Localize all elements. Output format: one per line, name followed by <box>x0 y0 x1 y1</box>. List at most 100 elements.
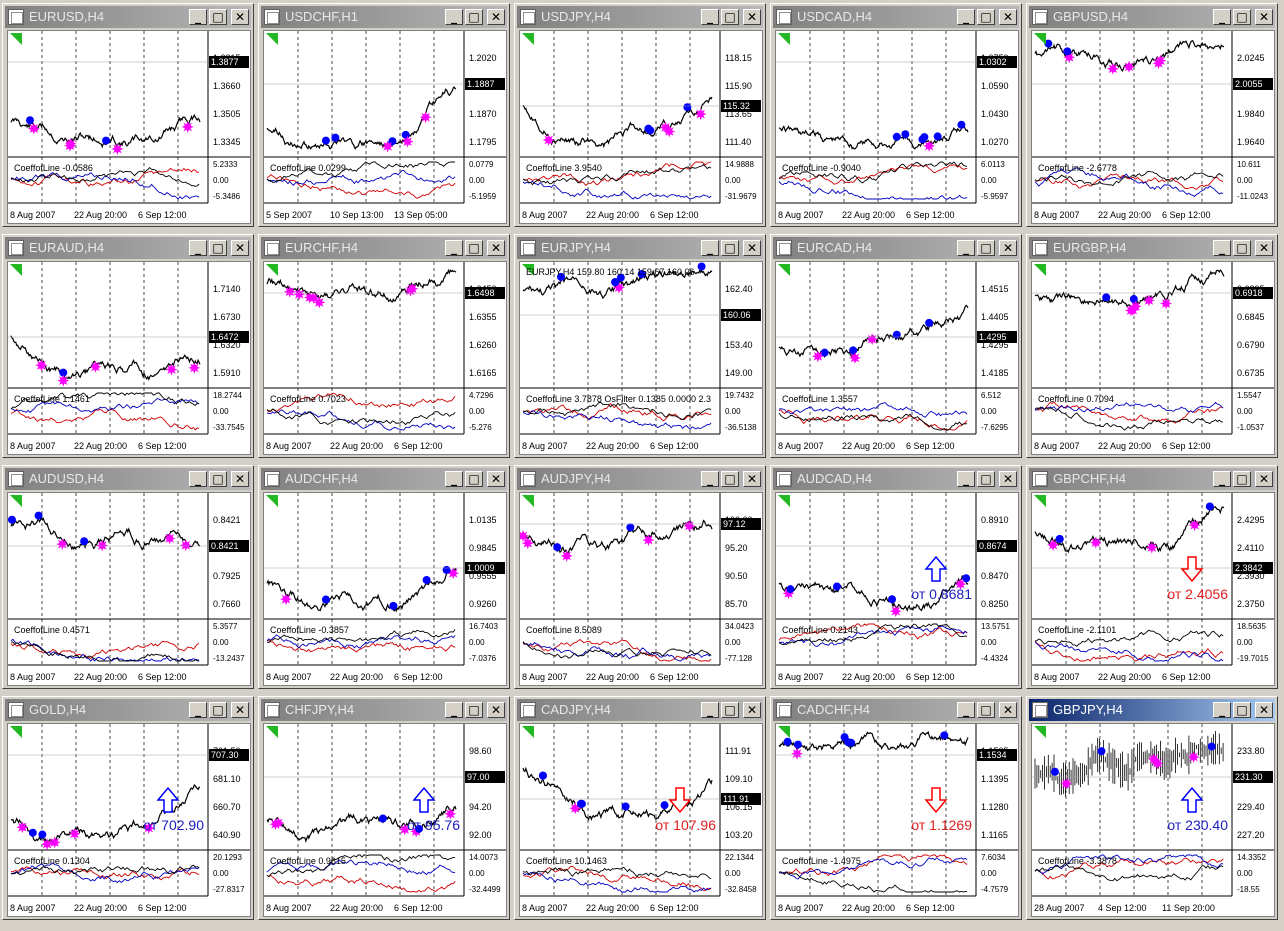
chart-window-eurusd[interactable]: EURUSD,H4_□✕1.38151.36601.35051.33451.38… <box>2 3 254 227</box>
maximize-button[interactable]: □ <box>465 702 483 718</box>
chart-window-euraud[interactable]: EURAUD,H4 _ □ ✕ 1.7140 1.6730 1.6320 1.5910 1.64… <box>2 234 254 458</box>
chart-area[interactable]: 701.50681.10660.70640.90707.30CoeffofLin… <box>7 723 251 917</box>
chart-window-gbpchf[interactable]: GBPCHF,H4 _ □ ✕ 2.4295 2.4110 2.3930 2.3750 2.38… <box>1026 465 1278 689</box>
maximize-button[interactable]: □ <box>721 702 739 718</box>
chart-window-audusd[interactable]: AUDUSD,H4_□✕0.84210.81950.79250.76600.84… <box>2 465 254 689</box>
maximize-button[interactable]: □ <box>721 471 739 487</box>
window-titlebar[interactable]: USDCHF,H1 _ □ ✕ <box>261 6 507 28</box>
maximize-button[interactable]: □ <box>977 702 995 718</box>
chart-area[interactable]: 162.40157.90153.40149.00160.06CoeffofLin… <box>519 261 763 455</box>
close-button[interactable]: ✕ <box>231 240 249 256</box>
maximize-button[interactable]: □ <box>721 9 739 25</box>
minimize-button[interactable]: _ <box>445 471 463 487</box>
window-titlebar[interactable]: EURAUD,H4 _ □ ✕ <box>5 237 251 259</box>
chart-window-audchf[interactable]: AUDCHF,H4 _ □ ✕ 1.0135 0.9845 0.9555 0.9260 1.00… <box>258 465 510 689</box>
window-titlebar[interactable]: GBPJPY,H4 _ □ ✕ <box>1029 699 1275 721</box>
chart-area[interactable]: 0.89100.86740.84700.82500.8674CoeffofLin… <box>775 492 1019 686</box>
chart-window-gold[interactable]: GOLD,H4_□✕701.50681.10660.70640.90707.30… <box>2 696 254 920</box>
chart-area[interactable]: 118.15 115.90 113.65 111.40 115.32 CoeffofLin… <box>519 30 763 224</box>
chart-window-gbpusd[interactable]: GBPUSD,H4_□✕2.02452.00551.98401.96402.00… <box>1026 3 1278 227</box>
chart-area[interactable]: 1.38151.36601.35051.33451.3877CoeffofLin… <box>7 30 251 224</box>
maximize-button[interactable]: □ <box>1233 9 1251 25</box>
chart-area[interactable]: 1.4515 1.4405 1.4295 1.4185 1.4295 CoeffofLin… <box>775 261 1019 455</box>
window-titlebar[interactable]: EURCAD,H4 _ □ ✕ <box>773 237 1019 259</box>
window-titlebar[interactable]: EURUSD,H4 _ □ ✕ <box>5 6 251 28</box>
close-button[interactable]: ✕ <box>231 702 249 718</box>
maximize-button[interactable]: □ <box>465 471 483 487</box>
chart-window-eurjpy[interactable]: EURJPY,H4_□✕162.40157.90153.40149.00160.… <box>514 234 766 458</box>
minimize-button[interactable]: _ <box>701 240 719 256</box>
maximize-button[interactable]: □ <box>977 471 995 487</box>
window-titlebar[interactable]: GOLD,H4 _ □ ✕ <box>5 699 251 721</box>
window-titlebar[interactable]: AUDCAD,H4 _ □ ✕ <box>773 468 1019 490</box>
minimize-button[interactable]: _ <box>701 702 719 718</box>
minimize-button[interactable]: _ <box>957 9 975 25</box>
minimize-button[interactable]: _ <box>1213 702 1231 718</box>
chart-area[interactable]: 0.84210.81950.79250.76600.8421CoeffofLin… <box>7 492 251 686</box>
minimize-button[interactable]: _ <box>1213 9 1231 25</box>
chart-area[interactable]: 1.20201.19451.18701.17951.1887CoeffofLin… <box>263 30 507 224</box>
close-button[interactable]: ✕ <box>743 240 761 256</box>
chart-window-eurgbp[interactable]: EURGBP,H4_□✕0.68950.68450.67900.67350.69… <box>1026 234 1278 458</box>
minimize-button[interactable]: _ <box>957 702 975 718</box>
close-button[interactable]: ✕ <box>743 702 761 718</box>
window-titlebar[interactable]: EURJPY,H4 _ □ ✕ <box>517 237 763 259</box>
chart-window-usdjpy[interactable]: USDJPY,H4 _ □ ✕ 118.15 115.90 113.65 111.40 115.… <box>514 3 766 227</box>
minimize-button[interactable]: _ <box>445 702 463 718</box>
window-titlebar[interactable]: CHFJPY,H4 _ □ ✕ <box>261 699 507 721</box>
window-titlebar[interactable]: USDCAD,H4 _ □ ✕ <box>773 6 1019 28</box>
maximize-button[interactable]: □ <box>209 9 227 25</box>
chart-area[interactable]: 0.68950.68450.67900.67350.6918CoeffofLin… <box>1031 261 1275 455</box>
close-button[interactable]: ✕ <box>1255 702 1273 718</box>
window-titlebar[interactable]: GBPUSD,H4 _ □ ✕ <box>1029 6 1275 28</box>
chart-window-audcad[interactable]: AUDCAD,H4_□✕0.89100.86740.84700.82500.86… <box>770 465 1022 689</box>
close-button[interactable]: ✕ <box>999 471 1017 487</box>
window-titlebar[interactable]: AUDUSD,H4 _ □ ✕ <box>5 468 251 490</box>
window-titlebar[interactable]: EURGBP,H4 _ □ ✕ <box>1029 237 1275 259</box>
chart-window-chfjpy[interactable]: CHFJPY,H4_□✕98.6096.4094.2092.0097.00Coe… <box>258 696 510 920</box>
close-button[interactable]: ✕ <box>743 9 761 25</box>
chart-area[interactable]: 1.7140 1.6730 1.6320 1.5910 1.6472 CoeffofLin… <box>7 261 251 455</box>
close-button[interactable]: ✕ <box>231 9 249 25</box>
maximize-button[interactable]: □ <box>209 471 227 487</box>
chart-window-eurcad[interactable]: EURCAD,H4 _ □ ✕ 1.4515 1.4405 1.4295 1.4185 1.42… <box>770 234 1022 458</box>
chart-window-audjpy[interactable]: AUDJPY,H4_□✕100.0095.2090.5085.7097.12Co… <box>514 465 766 689</box>
window-titlebar[interactable]: AUDCHF,H4 _ □ ✕ <box>261 468 507 490</box>
chart-area[interactable]: 1.64501.63551.62601.61651.6498CoeffofLin… <box>263 261 507 455</box>
maximize-button[interactable]: □ <box>1233 471 1251 487</box>
maximize-button[interactable]: □ <box>465 240 483 256</box>
maximize-button[interactable]: □ <box>977 240 995 256</box>
minimize-button[interactable]: _ <box>1213 471 1231 487</box>
chart-window-usdchf[interactable]: USDCHF,H1_□✕1.20201.19451.18701.17951.18… <box>258 3 510 227</box>
chart-area[interactable]: 1.07501.05901.04301.02701.0302CoeffofLin… <box>775 30 1019 224</box>
minimize-button[interactable]: _ <box>189 9 207 25</box>
maximize-button[interactable]: □ <box>721 240 739 256</box>
minimize-button[interactable]: _ <box>189 240 207 256</box>
chart-window-usdcad[interactable]: USDCAD,H4_□✕1.07501.05901.04301.02701.03… <box>770 3 1022 227</box>
chart-window-cadchf[interactable]: CADCHF,H4_□✕1.15051.13951.12801.11651.15… <box>770 696 1022 920</box>
maximize-button[interactable]: □ <box>209 240 227 256</box>
close-button[interactable]: ✕ <box>231 471 249 487</box>
window-titlebar[interactable]: CADJPY,H4 _ □ ✕ <box>517 699 763 721</box>
chart-window-gbpjpy[interactable]: GBPJPY,H4_□✕233.80231.50229.40227.20231.… <box>1026 696 1278 920</box>
close-button[interactable]: ✕ <box>487 240 505 256</box>
window-titlebar[interactable]: CADCHF,H4 _ □ ✕ <box>773 699 1019 721</box>
minimize-button[interactable]: _ <box>957 240 975 256</box>
close-button[interactable]: ✕ <box>999 702 1017 718</box>
maximize-button[interactable]: □ <box>1233 240 1251 256</box>
minimize-button[interactable]: _ <box>445 240 463 256</box>
close-button[interactable]: ✕ <box>487 9 505 25</box>
minimize-button[interactable]: _ <box>189 471 207 487</box>
chart-area[interactable]: 2.4295 2.4110 2.3930 2.3750 2.3842 CoeffofLin… <box>1031 492 1275 686</box>
minimize-button[interactable]: _ <box>701 471 719 487</box>
maximize-button[interactable]: □ <box>977 9 995 25</box>
chart-window-eurchf[interactable]: EURCHF,H4_□✕1.64501.63551.62601.61651.64… <box>258 234 510 458</box>
chart-area[interactable]: 1.0135 0.9845 0.9555 0.9260 1.0009 CoeffofLin… <box>263 492 507 686</box>
close-button[interactable]: ✕ <box>1255 471 1273 487</box>
window-titlebar[interactable]: EURCHF,H4 _ □ ✕ <box>261 237 507 259</box>
close-button[interactable]: ✕ <box>487 702 505 718</box>
window-titlebar[interactable]: USDJPY,H4 _ □ ✕ <box>517 6 763 28</box>
close-button[interactable]: ✕ <box>487 471 505 487</box>
